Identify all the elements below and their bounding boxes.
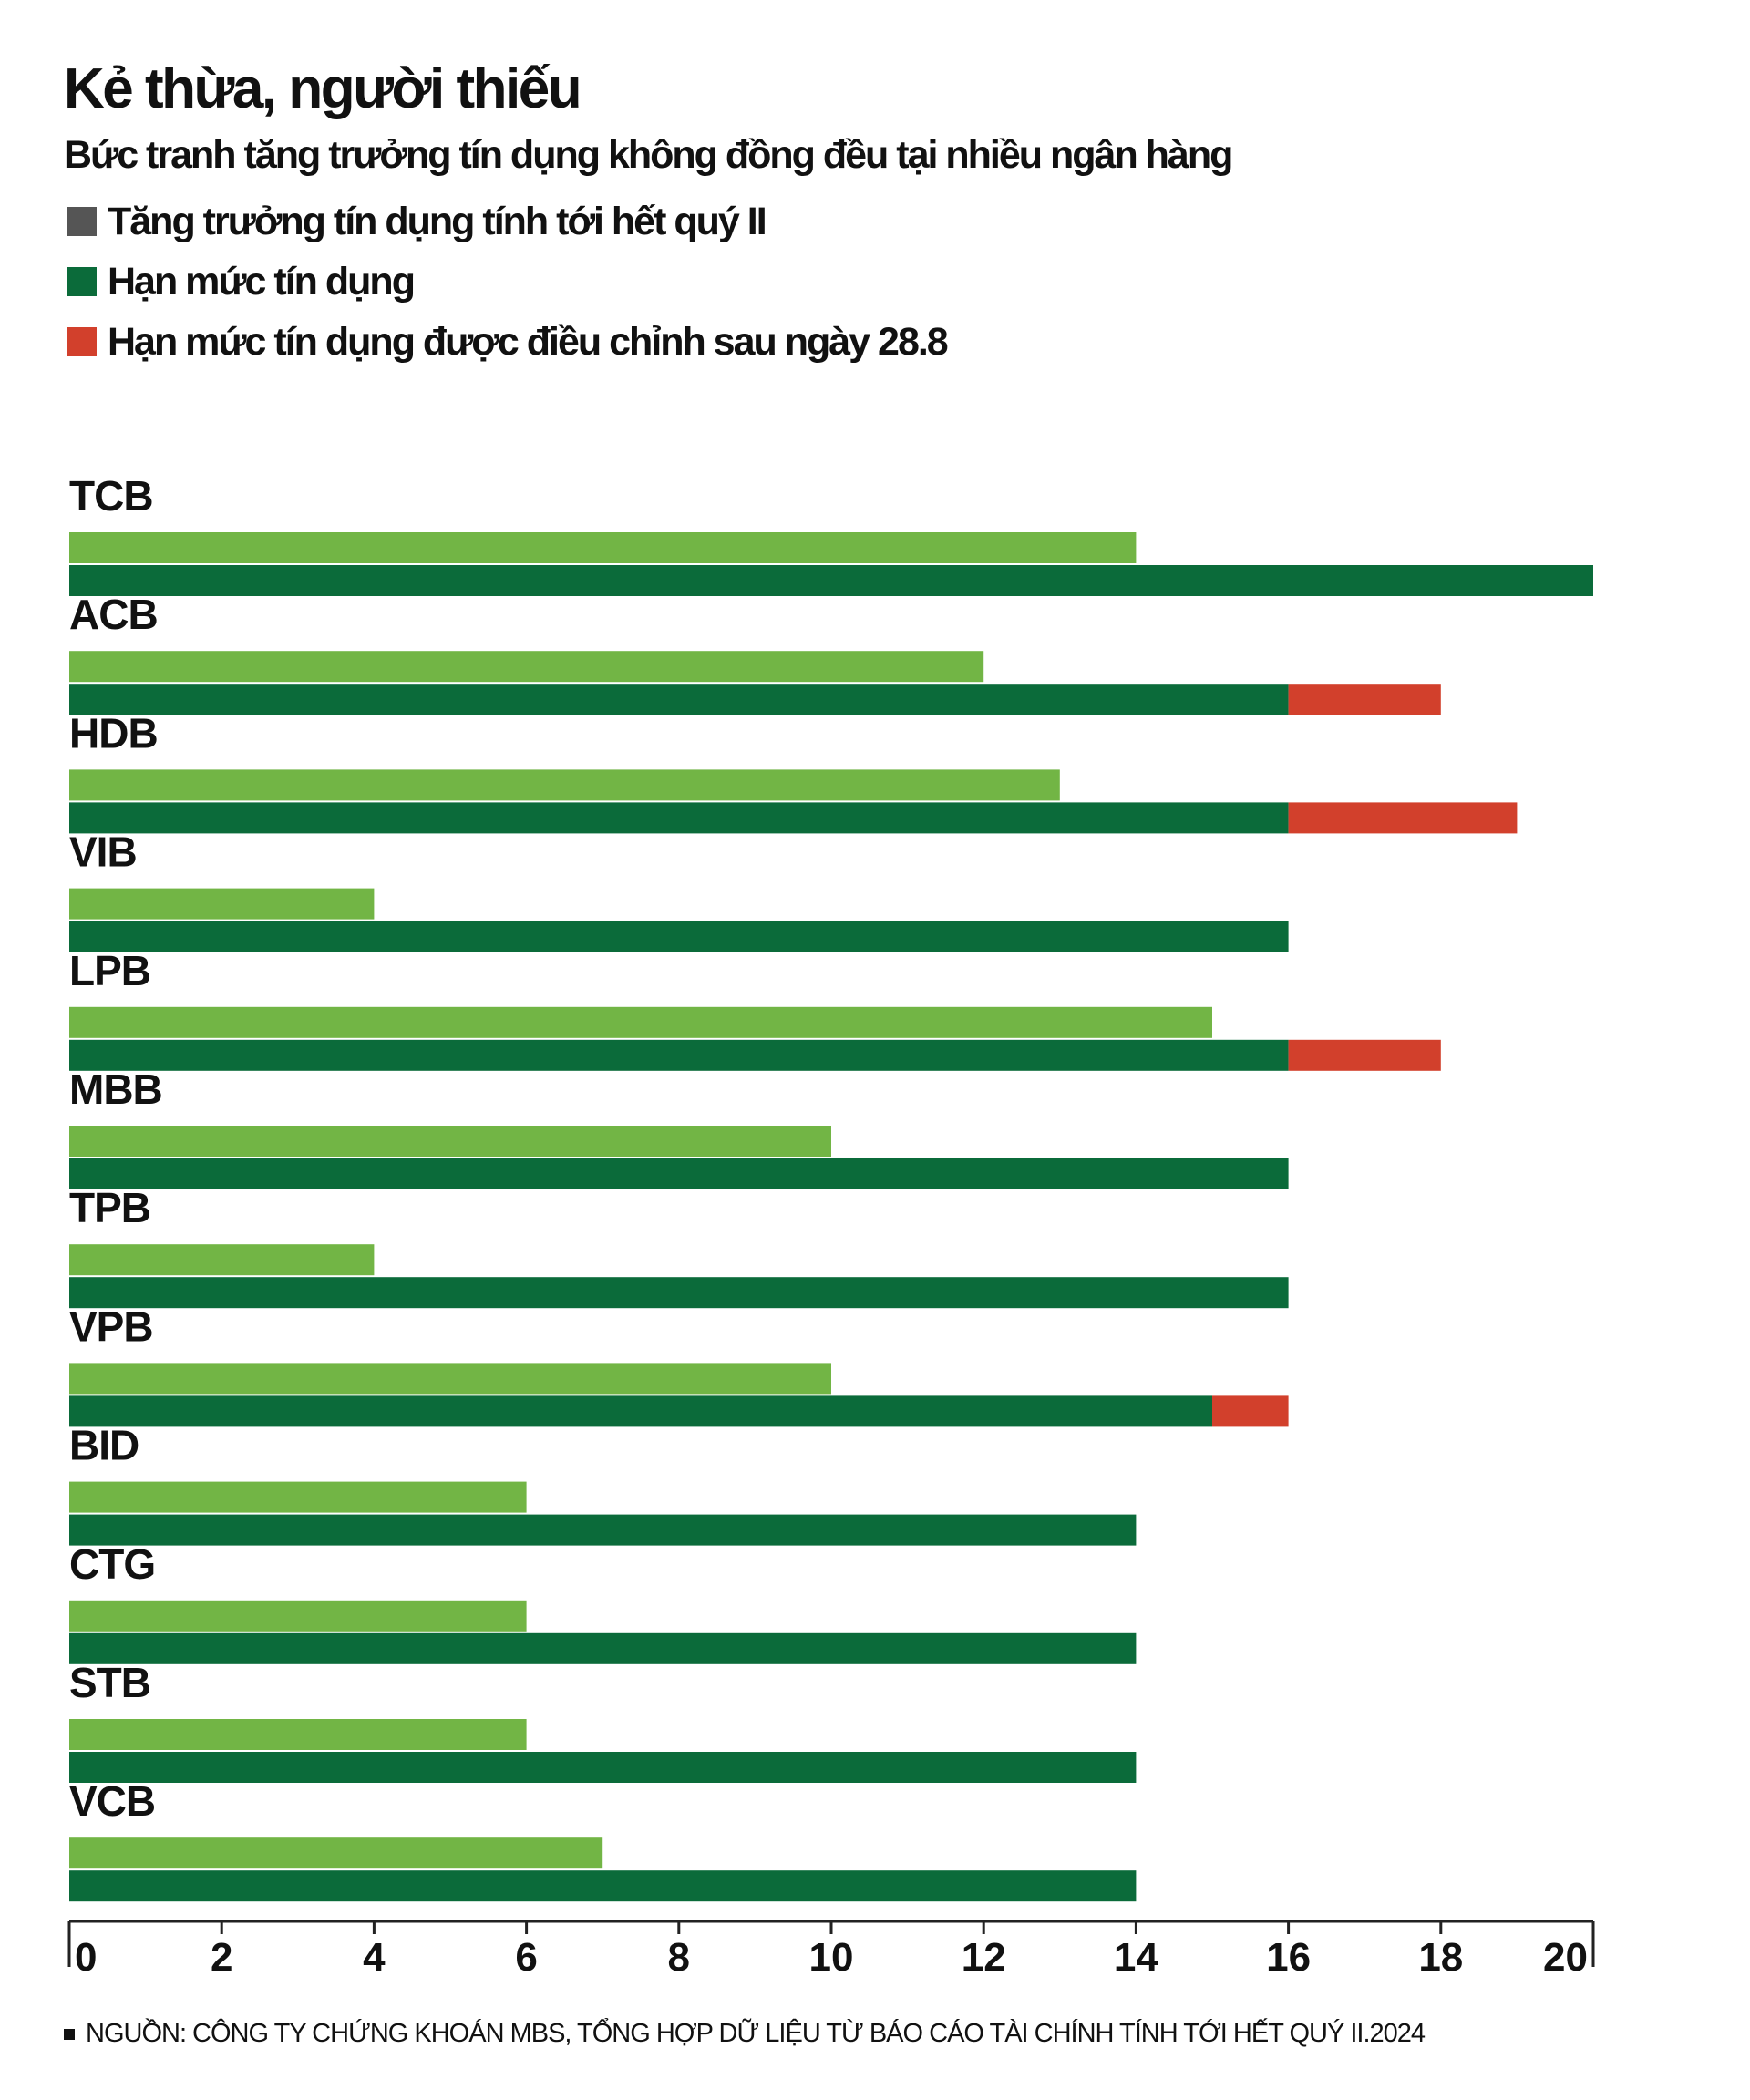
growth-bar-vcb [69,1838,603,1869]
adjusted-bar-vpb [1212,1395,1289,1427]
x-tick-label-2: 2 [211,1935,232,1980]
limit-bar-hdb [69,802,1289,834]
adjusted-bar-lpb [1288,1039,1441,1071]
limit-bar-ctg [69,1632,1137,1664]
bank-label-bid: BID [69,1422,139,1469]
source-note: NGUỒN: CÔNG TY CHỨNG KHOÁN MBS, TỔNG HỢP… [64,2019,1426,2049]
x-tick-label-10: 10 [809,1935,854,1980]
bank-label-acb: ACB [69,591,158,638]
bank-label-tcb: TCB [69,472,153,520]
source-bullet-icon [64,2028,75,2040]
growth-bar-stb [69,1719,527,1750]
limit-bar-acb [69,684,1289,715]
legend-swatch-growth [67,207,97,236]
growth-bar-vib [69,888,375,920]
x-tick-label-14: 14 [1114,1935,1158,1980]
growth-bar-mbb [69,1126,831,1157]
growth-bar-lpb [69,1006,1212,1038]
source-text: NGUỒN: CÔNG TY CHỨNG KHOÁN MBS, TỔNG HỢP… [86,2019,1426,2048]
legend-swatch-limit [67,267,97,296]
bank-label-vpb: VPB [69,1302,153,1350]
limit-bar-tcb [69,565,1593,596]
growth-bar-acb [69,651,984,683]
adjusted-bar-hdb [1288,802,1518,834]
bank-label-ctg: CTG [69,1540,155,1588]
limit-bar-stb [69,1752,1137,1783]
growth-bar-ctg [69,1600,527,1632]
limit-bar-lpb [69,1039,1289,1071]
legend-swatch-adjusted [67,327,97,356]
chart-title: Kẻ thừa, người thiếu [64,57,582,120]
bank-label-lpb: LPB [69,947,150,994]
growth-bar-bid [69,1481,527,1513]
x-tick-label-18: 18 [1418,1935,1463,1980]
x-tick-label-8: 8 [668,1935,690,1980]
limit-bar-vib [69,921,1289,952]
bank-label-hdb: HDB [69,709,158,757]
limit-bar-bid [69,1514,1137,1546]
growth-bar-vpb [69,1363,831,1395]
x-tick-label-0: 0 [75,1935,97,1980]
x-tick-label-12: 12 [962,1935,1006,1980]
growth-bar-tpb [69,1244,375,1276]
limit-bar-tpb [69,1277,1289,1309]
bank-label-tpb: TPB [69,1184,150,1231]
x-tick-label-6: 6 [515,1935,537,1980]
legend-label-growth: Tăng trưởng tín dụng tính tới hết quý II [108,199,767,243]
legend-item-limit: Hạn mức tín dụng [67,252,947,312]
bank-label-vcb: VCB [69,1777,155,1825]
limit-bar-vpb [69,1395,1212,1427]
limit-bar-vcb [69,1870,1137,1902]
x-tick-label-20: 20 [1543,1935,1588,1980]
legend-label-adjusted: Hạn mức tín dụng được điều chỉnh sau ngà… [108,319,949,364]
growth-bar-hdb [69,769,1060,801]
x-tick-label-16: 16 [1266,1935,1311,1980]
bank-label-stb: STB [69,1659,150,1706]
chart-subtitle: Bức tranh tăng trưởng tín dụng không đồn… [64,133,1233,177]
growth-bar-tcb [69,532,1137,563]
bank-label-vib: VIB [69,829,137,876]
legend-item-growth: Tăng trưởng tín dụng tính tới hết quý II [67,191,947,252]
legend-item-adjusted: Hạn mức tín dụng được điều chỉnh sau ngà… [67,312,949,372]
legend-label-limit: Hạn mức tín dụng [108,259,416,304]
x-tick-label-4: 4 [363,1935,386,1980]
limit-bar-mbb [69,1158,1289,1189]
bank-label-mbb: MBB [69,1065,162,1113]
adjusted-bar-acb [1288,684,1441,715]
legend: Tăng trưởng tín dụng tính tới hết quý II… [67,191,949,372]
